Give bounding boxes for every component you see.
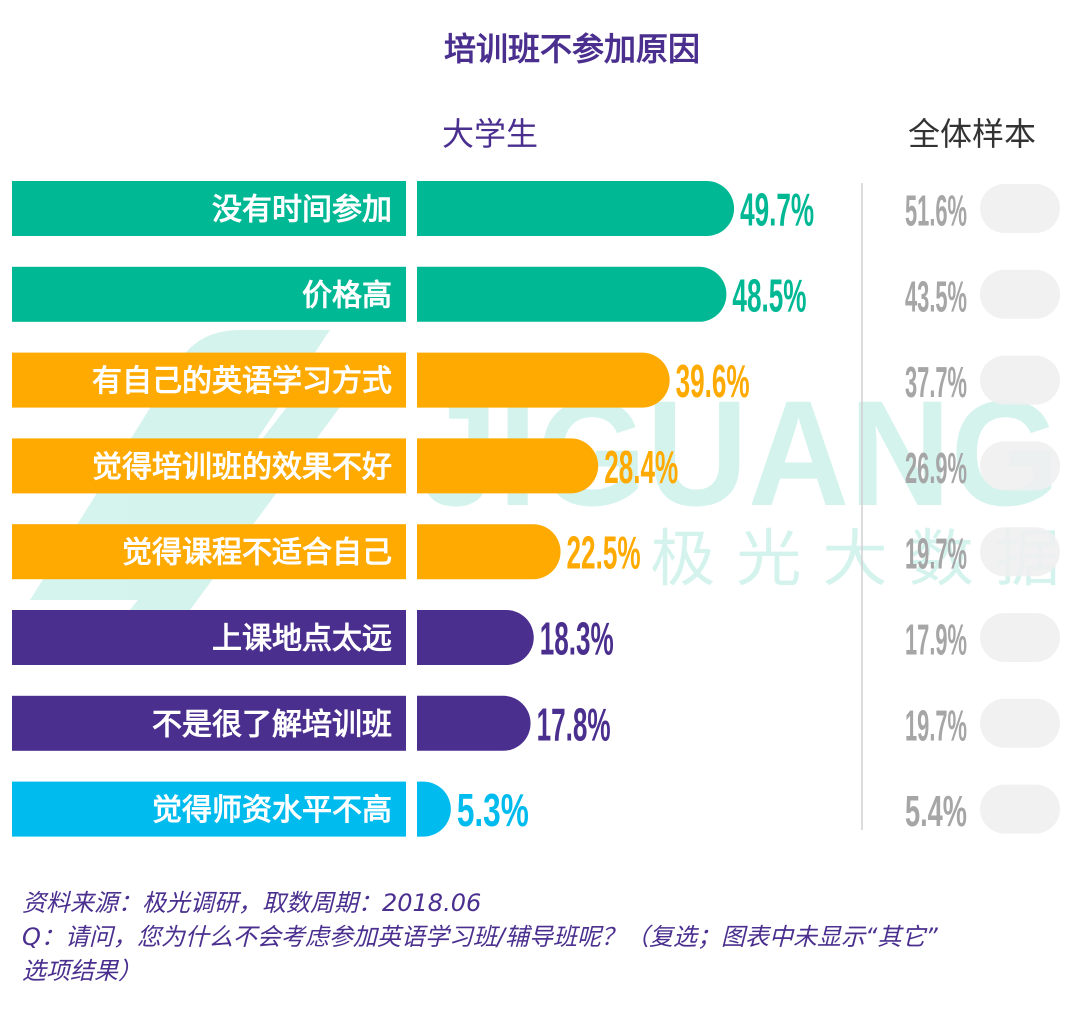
series-label-student: 大学生 [442, 115, 538, 153]
bar-row: 觉得课程不适合自己 22.5% 19.7% [12, 524, 1060, 580]
student-value-label: 49.7% [740, 184, 814, 236]
footer-source: 资料来源：极光调研，取数周期：2018.06 [22, 889, 482, 917]
overall-bar [980, 613, 1060, 662]
student-value-label: 39.6% [676, 355, 750, 407]
overall-value-label: 51.6% [905, 187, 967, 236]
bar-row: 价格高 48.5% 43.5% [12, 266, 1060, 322]
category-label: 上课地点太远 [212, 622, 392, 657]
category-box [12, 781, 406, 837]
footer-question-line1: Q：请问，您为什么不会考虑参加英语学习班/辅导班呢？（复选；图表中未显示“其它” [22, 923, 938, 951]
student-value-label: 48.5% [732, 269, 806, 321]
category-box [12, 610, 406, 665]
overall-bar [980, 355, 1060, 405]
category-label: 不是很了解培训班 [152, 707, 392, 742]
series-label-overall: 全体样本 [908, 115, 1036, 153]
student-value-label: 18.3% [540, 613, 614, 665]
overall-value-label: 5.4% [905, 787, 967, 836]
student-bar [417, 781, 451, 837]
chart: JIGUANG 极 光 大 数 据 培训班不参加原因 大学生 全体样本 没有时间… [12, 30, 1060, 837]
student-bar [417, 438, 599, 494]
bar-row: 没有时间参加 49.7% 51.6% [12, 181, 1060, 236]
student-bar [417, 181, 735, 236]
category-label: 觉得培训班的效果不好 [92, 450, 392, 485]
student-bar [417, 266, 727, 322]
overall-bar [980, 527, 1060, 577]
category-box [12, 438, 406, 494]
bar-row: 觉得师资水平不高 5.3% 5.4% [12, 781, 1060, 837]
student-bar [417, 695, 531, 751]
student-bar [417, 352, 670, 408]
footer: 资料来源：极光调研，取数周期：2018.06 Q：请问，您为什么不会考虑参加英语… [22, 886, 938, 988]
category-label: 有自己的英语学习方式 [92, 364, 392, 399]
overall-bar [980, 269, 1060, 319]
student-value-label: 22.5% [567, 527, 641, 579]
footer-question-line2: 选项结果） [22, 957, 142, 985]
overall-value-label: 26.9% [905, 444, 967, 493]
overall-bar [980, 184, 1060, 233]
category-label: 价格高 [302, 278, 392, 313]
category-box [12, 181, 406, 236]
bar-row: 有自己的英语学习方式 39.6% 37.7% [12, 352, 1060, 408]
category-label: 觉得课程不适合自己 [122, 536, 392, 571]
student-value-label: 5.3% [457, 784, 529, 836]
category-label: 觉得师资水平不高 [152, 793, 392, 828]
category-box [12, 695, 406, 751]
student-value-label: 28.4% [604, 441, 678, 493]
overall-value-label: 37.7% [905, 358, 967, 407]
overall-value-label: 19.7% [905, 701, 967, 750]
overall-value-label: 17.9% [905, 616, 967, 665]
category-box [12, 524, 406, 580]
overall-bar [980, 441, 1060, 491]
student-value-label: 17.8% [537, 698, 611, 750]
bar-row: 不是很了解培训班 17.8% 19.7% [12, 695, 1060, 751]
chart-title: 培训班不参加原因 [444, 30, 700, 68]
bar-row: 觉得培训班的效果不好 28.4% 26.9% [12, 438, 1060, 494]
overall-value-label: 43.5% [905, 272, 967, 321]
bar-rows: 没有时间参加 49.7% 51.6% 价格高 48.5% 43.5% 有自己的英语学习方式 3… [12, 181, 1060, 837]
overall-bar [980, 784, 1060, 834]
category-box [12, 352, 406, 408]
category-label: 没有时间参加 [212, 193, 392, 228]
student-bar [417, 524, 561, 580]
category-box [12, 266, 406, 322]
overall-value-label: 19.7% [905, 530, 967, 579]
overall-bar [980, 698, 1060, 748]
student-bar [417, 610, 534, 665]
bar-row: 上课地点太远 18.3% 17.9% [12, 610, 1060, 665]
